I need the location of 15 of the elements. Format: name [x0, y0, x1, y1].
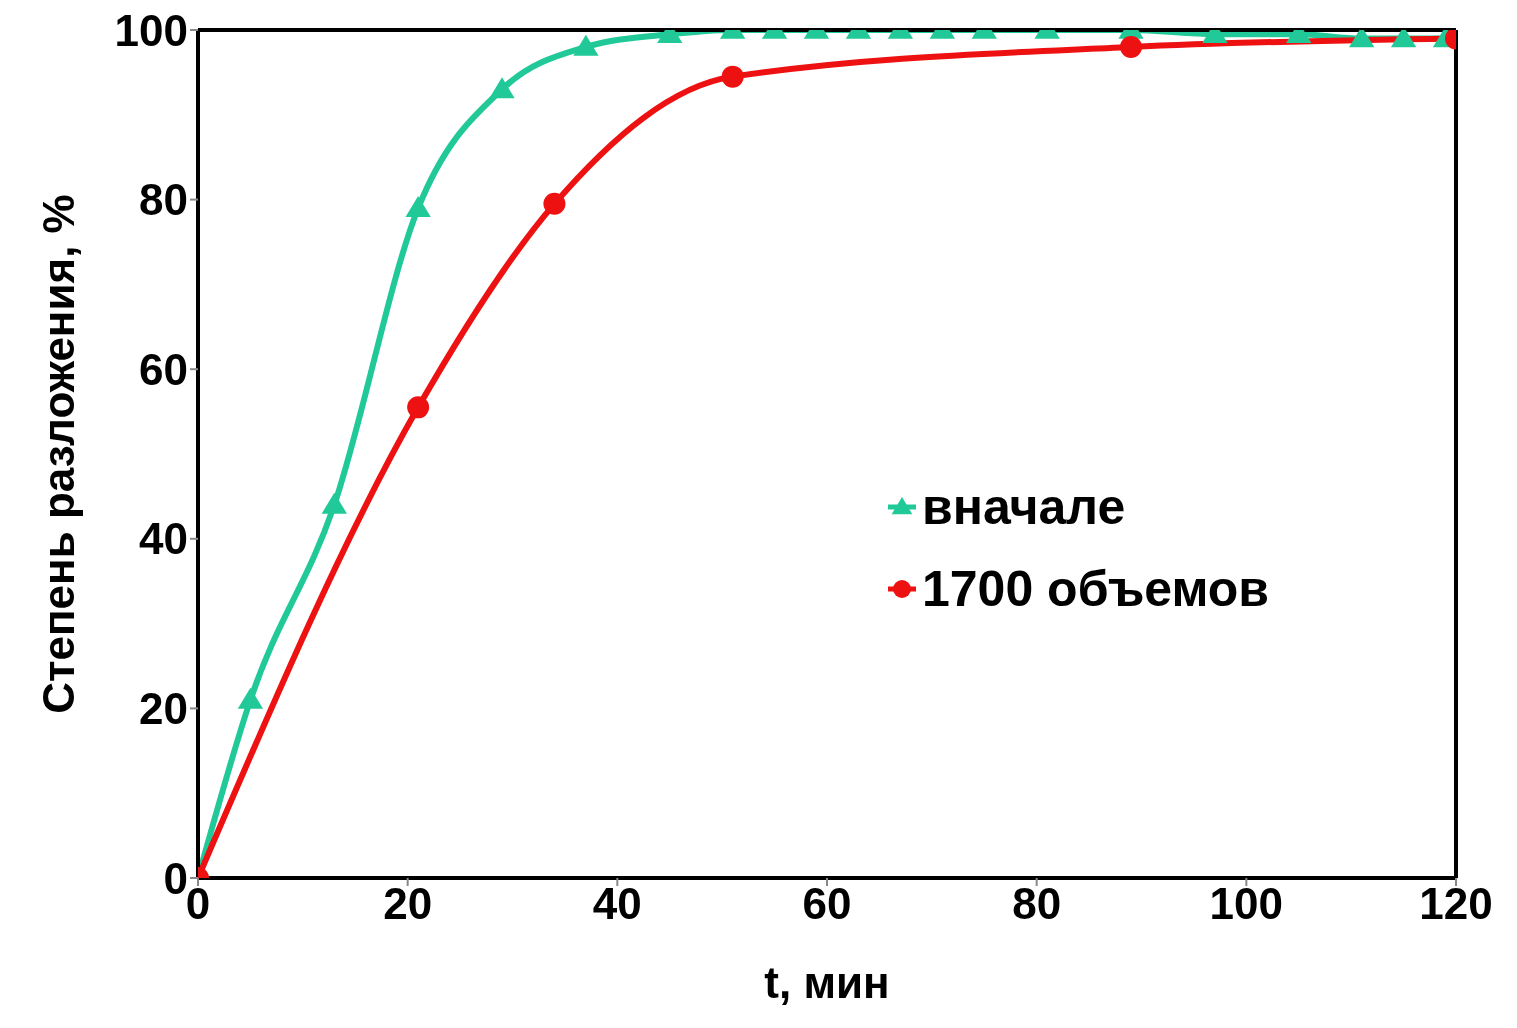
y-tick-label: 60 [139, 344, 188, 394]
x-tick-label: 40 [592, 879, 642, 929]
x-tick-label: 20 [383, 879, 433, 929]
legend-label: вначале [922, 478, 1126, 536]
x-tick-label: 100 [1209, 879, 1284, 929]
y-tick-label: 100 [114, 5, 188, 55]
x-tick-label: 60 [802, 879, 852, 929]
legend-label: 1700 объемов [922, 560, 1270, 618]
y-tick-label: 80 [139, 175, 188, 225]
y-tick-label: 20 [139, 684, 188, 734]
x-tick-label: 120 [1419, 879, 1493, 929]
y-tick-label: 40 [139, 514, 188, 564]
x-tick-label: 80 [1012, 879, 1062, 929]
x-axis-title: t, мин [764, 958, 890, 1007]
y-axis-title: Степень разложения, % [33, 194, 83, 714]
